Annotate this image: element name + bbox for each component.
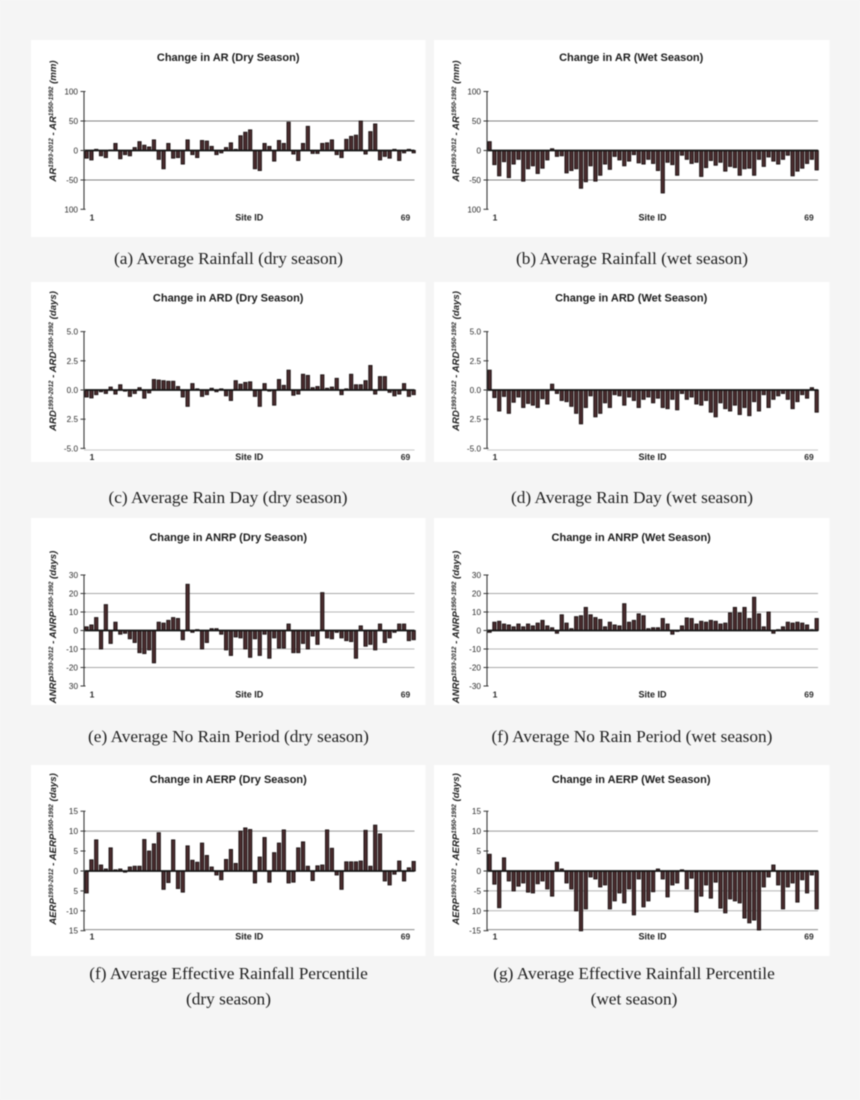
svg-text:20: 20 xyxy=(69,590,79,599)
svg-text:Change in ARD (Dry Season): Change in ARD (Dry Season) xyxy=(153,293,304,305)
svg-text:10: 10 xyxy=(69,608,79,617)
svg-text:0: 0 xyxy=(476,627,481,636)
svg-text:5.0: 5.0 xyxy=(470,328,482,337)
svg-text:(e) Average No Rain Period (dr: (e) Average No Rain Period (dry season) xyxy=(88,727,369,746)
svg-text:(f) Average No Rain Period (we: (f) Average No Rain Period (wet season) xyxy=(492,727,773,746)
svg-text:Site ID: Site ID xyxy=(235,213,264,223)
svg-text:69: 69 xyxy=(804,213,814,223)
svg-text:-50: -50 xyxy=(469,176,481,185)
svg-text:0: 0 xyxy=(73,147,78,156)
svg-text:2.5: 2.5 xyxy=(67,415,79,424)
svg-text:Change in AR (Wet Season): Change in AR (Wet Season) xyxy=(559,52,704,64)
svg-text:ARD1993-2012 - ARD1950-1992 (d: ARD1993-2012 - ARD1950-1992 (days) xyxy=(48,291,59,432)
svg-text:15: 15 xyxy=(69,807,79,816)
svg-text:Site ID: Site ID xyxy=(638,213,667,223)
svg-text:-5.0: -5.0 xyxy=(467,444,482,453)
svg-text:Site ID: Site ID xyxy=(235,452,264,462)
svg-text:10: 10 xyxy=(69,827,79,836)
svg-text:100: 100 xyxy=(64,88,78,97)
svg-text:-15: -15 xyxy=(469,927,481,936)
svg-text:15: 15 xyxy=(472,807,482,816)
svg-text:ANRP1993-2012 - ANRP1950-1992: ANRP1993-2012 - ANRP1950-1992 (days) xyxy=(451,551,462,705)
svg-text:(d) Average Rain Day (wet seas: (d) Average Rain Day (wet season) xyxy=(511,488,753,507)
svg-text:Change in AERP (Wet Season): Change in AERP (Wet Season) xyxy=(552,774,711,786)
svg-text:2.5: 2.5 xyxy=(470,415,482,424)
svg-text:1: 1 xyxy=(493,213,498,223)
svg-text:0: 0 xyxy=(73,867,78,876)
svg-text:50: 50 xyxy=(69,117,79,126)
svg-text:10: 10 xyxy=(472,827,482,836)
svg-text:30: 30 xyxy=(69,571,79,580)
svg-text:0.0: 0.0 xyxy=(470,386,482,395)
svg-text:5: 5 xyxy=(73,847,78,856)
svg-text:2.5: 2.5 xyxy=(67,357,79,366)
svg-text:69: 69 xyxy=(804,932,814,942)
svg-text:1: 1 xyxy=(493,452,498,462)
svg-text:Change in ARD (Wet Season): Change in ARD (Wet Season) xyxy=(555,293,708,305)
svg-text:2.5: 2.5 xyxy=(470,357,482,366)
svg-text:-5: -5 xyxy=(474,887,482,896)
svg-text:1: 1 xyxy=(493,932,498,942)
svg-text:1: 1 xyxy=(90,452,95,462)
svg-text:-5.0: -5.0 xyxy=(64,444,79,453)
svg-text:69: 69 xyxy=(401,213,411,223)
svg-text:69: 69 xyxy=(804,452,814,462)
svg-text:69: 69 xyxy=(804,690,814,700)
svg-text:(g) Average Effective Rainfall: (g) Average Effective Rainfall Percentil… xyxy=(493,964,775,983)
svg-text:AR1993-2012 - AR1950-1992 (mm): AR1993-2012 - AR1950-1992 (mm) xyxy=(48,60,59,182)
svg-text:-10: -10 xyxy=(66,645,78,654)
svg-text:0: 0 xyxy=(476,867,481,876)
svg-text:0: 0 xyxy=(73,627,78,636)
svg-text:-20: -20 xyxy=(66,664,78,673)
svg-text:(c) Average Rain Day (dry seas: (c) Average Rain Day (dry season) xyxy=(108,488,347,507)
svg-text:(a) Average Rainfall (dry seas: (a) Average Rainfall (dry season) xyxy=(114,249,343,268)
svg-text:AR1993-2012 - AR1950-1992 (mm): AR1993-2012 - AR1950-1992 (mm) xyxy=(451,60,462,182)
svg-text:10: 10 xyxy=(472,907,482,916)
svg-text:1: 1 xyxy=(90,213,95,223)
svg-text:1: 1 xyxy=(90,690,95,700)
svg-text:(dry season): (dry season) xyxy=(186,990,271,1009)
svg-text:5: 5 xyxy=(73,887,78,896)
svg-text:Change in ANRP (Dry Season): Change in ANRP (Dry Season) xyxy=(149,532,307,544)
svg-text:ANRP1993-2012 - ANRP1950-1992: ANRP1993-2012 - ANRP1950-1992 (days) xyxy=(48,551,59,705)
svg-text:(b) Average Rainfall (wet seas: (b) Average Rainfall (wet season) xyxy=(516,249,748,268)
svg-text:AERP1993-2012 - AERP1950-1992: AERP1993-2012 - AERP1950-1992 (days) xyxy=(48,773,59,926)
svg-text:(wet season): (wet season) xyxy=(591,990,678,1009)
svg-text:-30: -30 xyxy=(469,682,481,691)
svg-text:15: 15 xyxy=(69,927,79,936)
svg-text:ARD1993-2012 - ARD1950-1992 (d: ARD1993-2012 - ARD1950-1992 (days) xyxy=(451,291,462,432)
svg-text:Site ID: Site ID xyxy=(235,932,264,942)
svg-text:20: 20 xyxy=(472,590,482,599)
svg-text:5.0: 5.0 xyxy=(67,328,79,337)
svg-text:100: 100 xyxy=(467,205,481,214)
svg-text:69: 69 xyxy=(401,690,411,700)
svg-text:Site ID: Site ID xyxy=(638,690,667,700)
svg-text:5: 5 xyxy=(476,847,481,856)
svg-text:-20: -20 xyxy=(469,664,481,673)
svg-text:-10: -10 xyxy=(469,645,481,654)
svg-text:Site ID: Site ID xyxy=(638,932,667,942)
svg-text:-50: -50 xyxy=(66,176,78,185)
svg-text:69: 69 xyxy=(401,932,411,942)
svg-text:100: 100 xyxy=(64,205,78,214)
svg-text:0: 0 xyxy=(476,147,481,156)
svg-text:1: 1 xyxy=(90,932,95,942)
svg-text:Site ID: Site ID xyxy=(638,452,667,462)
svg-text:1: 1 xyxy=(493,690,498,700)
svg-text:100: 100 xyxy=(467,88,481,97)
svg-text:(f) Average Effective Rainfall: (f) Average Effective Rainfall Percentil… xyxy=(89,964,368,983)
svg-text:30: 30 xyxy=(69,682,79,691)
svg-text:Site ID: Site ID xyxy=(235,690,264,700)
svg-text:-10: -10 xyxy=(66,907,78,916)
svg-text:Change in AR (Dry Season): Change in AR (Dry Season) xyxy=(157,52,300,64)
svg-text:10: 10 xyxy=(472,608,482,617)
svg-text:69: 69 xyxy=(401,452,411,462)
svg-text:AERP1993-2012 - AERP1950-1992: AERP1993-2012 - AERP1950-1992 (days) xyxy=(451,773,462,926)
svg-text:30: 30 xyxy=(472,571,482,580)
svg-text:0.0: 0.0 xyxy=(67,386,79,395)
svg-text:Change in ANRP (Wet Season): Change in ANRP (Wet Season) xyxy=(552,532,712,544)
svg-text:50: 50 xyxy=(472,117,482,126)
svg-text:Change in AERP (Dry Season): Change in AERP (Dry Season) xyxy=(150,774,307,786)
